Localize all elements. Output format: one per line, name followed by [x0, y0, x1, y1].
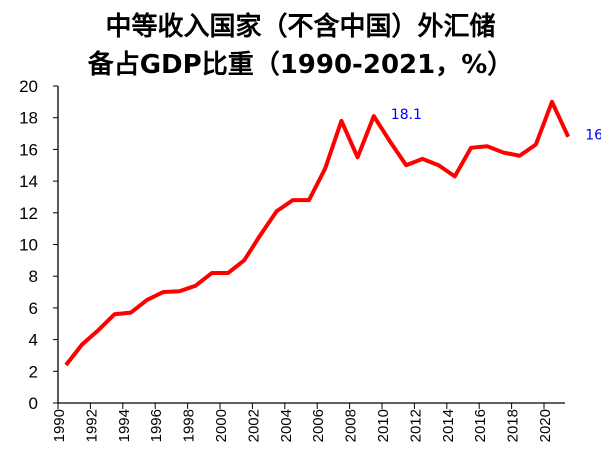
y-tick-label: 12 — [19, 204, 38, 223]
y-tick-label: 16 — [19, 140, 38, 159]
y-tick-label: 8 — [29, 267, 38, 286]
chart-title-line-1: 中等收入国家（不含中国）外汇储 — [105, 12, 496, 42]
x-tick-label: 1992 — [83, 409, 100, 442]
x-tick-label: 1998 — [181, 409, 198, 442]
x-tick-label: 2002 — [245, 409, 262, 442]
x-tick-label: 2006 — [310, 409, 327, 442]
x-tick-label: 2010 — [375, 409, 392, 442]
x-tick-label: 2016 — [472, 409, 489, 442]
chart-title-line-2: 备占GDP比重（1990-2021，%） — [87, 50, 514, 80]
y-tick-label: 4 — [29, 331, 38, 350]
x-tick-label: 2008 — [343, 409, 360, 442]
x-tick-label: 1994 — [116, 409, 133, 442]
data-label: 16.8 — [585, 128, 601, 144]
data-label: 18.1 — [391, 107, 422, 123]
y-tick-label: 2 — [29, 362, 38, 381]
y-tick-label: 20 — [19, 77, 38, 96]
y-tick-label: 18 — [19, 109, 38, 128]
x-tick-label: 2018 — [505, 409, 522, 442]
y-tick-label: 0 — [29, 394, 38, 413]
y-tick-label: 6 — [29, 299, 38, 318]
x-tick-label: 2020 — [537, 409, 554, 442]
x-tick-label: 1996 — [148, 409, 165, 442]
series-line — [64, 99, 571, 367]
y-tick-label: 14 — [19, 172, 38, 191]
x-tick-label: 2004 — [278, 409, 295, 442]
x-tick-label: 2014 — [440, 409, 457, 442]
y-tick-label: 10 — [19, 236, 38, 255]
x-tick-label: 2000 — [213, 409, 230, 442]
x-tick-label: 2012 — [407, 409, 424, 442]
x-tick-label: 1990 — [51, 409, 68, 442]
